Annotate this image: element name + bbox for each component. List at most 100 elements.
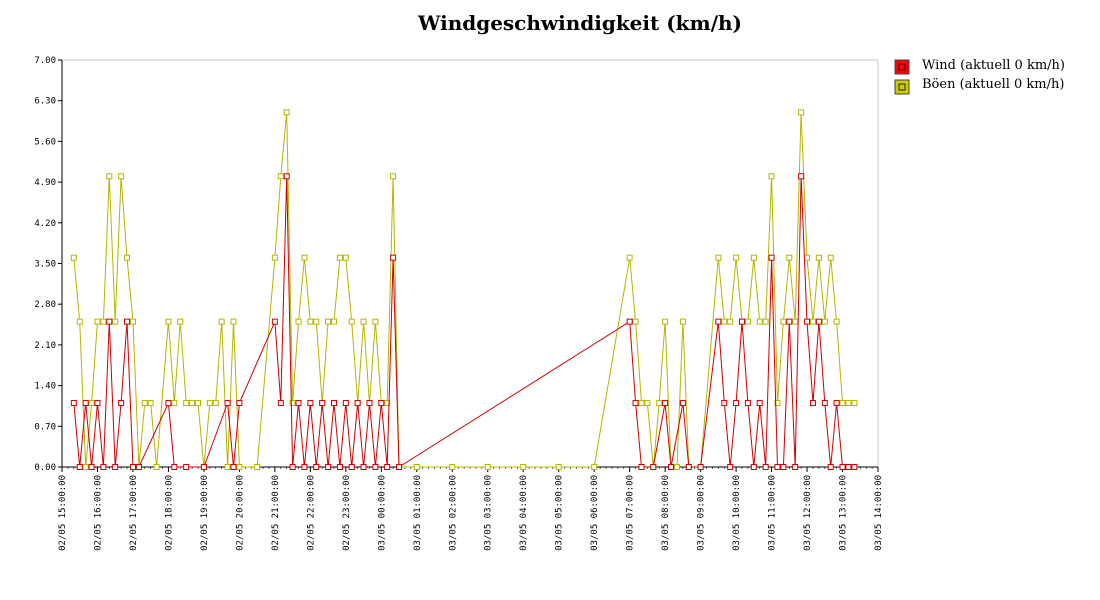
data-point-wind (342, 400, 349, 407)
data-point-wind (236, 400, 243, 407)
x-tick-label: 03/05 07:00:00 (626, 475, 636, 551)
data-point-wind (313, 464, 320, 470)
data-point-gusts (413, 464, 420, 470)
data-point-wind (762, 464, 769, 470)
x-tick-label: 02/05 17:00:00 (129, 475, 139, 551)
data-point-wind (396, 464, 403, 470)
data-point-wind (815, 318, 822, 325)
data-point-wind (336, 464, 343, 470)
x-tick-label: 03/05 02:00:00 (448, 475, 458, 551)
data-point-gusts (520, 464, 527, 470)
y-tick-label: 4.20 (34, 219, 56, 229)
data-point-gusts (118, 173, 125, 180)
data-point-wind (727, 464, 734, 470)
legend-item-wind: Wind (aktuell 0 km/h) (894, 58, 1065, 75)
data-point-wind (768, 254, 775, 261)
y-tick-label: 7.00 (34, 56, 56, 66)
legend-item-gusts: Böen (aktuell 0 km/h) (894, 77, 1064, 95)
x-tick-label: 03/05 06:00:00 (590, 475, 600, 551)
x-tick-label: 02/05 19:00:00 (200, 475, 210, 551)
data-point-gusts (189, 400, 196, 407)
data-point-wind (756, 400, 763, 407)
data-point-gusts (555, 464, 562, 470)
data-point-gusts (768, 173, 775, 180)
data-point-gusts (82, 464, 89, 470)
data-point-wind (804, 318, 811, 325)
chart-title: Windgeschwindigkeit (km/h) (417, 11, 742, 35)
data-point-gusts (662, 318, 669, 325)
x-tick-label: 02/05 23:00:00 (342, 475, 352, 551)
data-point-gusts (449, 464, 456, 470)
data-point-wind (76, 464, 83, 470)
x-tick-label: 02/05 15:00:00 (58, 475, 68, 551)
data-point-wind (685, 464, 692, 470)
data-point-gusts (809, 318, 816, 325)
data-point-gusts (845, 400, 852, 407)
data-point-wind (171, 464, 178, 470)
data-point-gusts (165, 318, 172, 325)
legend: Wind (aktuell 0 km/h) Böen (aktuell 0 km… (894, 58, 1065, 95)
data-point-gusts (236, 464, 243, 470)
data-point-gusts (786, 254, 793, 261)
x-tick-label: 03/05 05:00:00 (555, 475, 565, 551)
legend-label-wind: Wind (aktuell 0 km/h) (922, 58, 1065, 73)
data-point-gusts (289, 400, 296, 407)
data-point-gusts (780, 318, 787, 325)
y-tick-label: 4.90 (34, 178, 56, 188)
data-point-wind (833, 400, 840, 407)
data-point-gusts (762, 318, 769, 325)
data-point-gusts (679, 318, 686, 325)
x-axis: 02/05 15:00:00 02/05 16:00:00 02/05 17:00:… (58, 466, 884, 551)
data-point-gusts (348, 318, 355, 325)
data-point-wind (632, 400, 639, 407)
data-point-gusts (112, 318, 119, 325)
data-point-wind (809, 400, 816, 407)
data-point-wind (626, 318, 633, 325)
data-point-gusts (230, 318, 237, 325)
data-point-wind (295, 400, 302, 407)
data-point-gusts (183, 400, 190, 407)
data-point-gusts (384, 400, 391, 407)
data-point-wind (283, 173, 290, 180)
data-point-gusts (124, 254, 131, 261)
data-point-wind (697, 464, 704, 470)
data-point-gusts (141, 400, 148, 407)
legend-swatch-gusts (894, 79, 910, 95)
y-tick-label: 6.30 (34, 97, 56, 107)
data-point-gusts (171, 400, 178, 407)
data-point-gusts (277, 173, 284, 180)
data-point-wind (739, 318, 745, 325)
data-point-wind (733, 400, 740, 407)
data-point-gusts (212, 400, 219, 407)
data-point-wind (839, 464, 846, 470)
data-point-gusts (195, 400, 201, 407)
data-point-wind (792, 464, 799, 470)
x-tick-label: 03/05 10:00:00 (732, 475, 742, 551)
data-point-gusts (792, 318, 799, 325)
x-tick-label: 03/05 00:00:00 (377, 475, 387, 551)
data-point-wind (390, 254, 397, 261)
data-point-gusts (342, 254, 349, 261)
data-point-gusts (70, 254, 77, 261)
x-tick-label: 03/05 13:00:00 (839, 475, 849, 551)
data-point-gusts (390, 173, 397, 180)
data-point-gusts (484, 464, 491, 470)
data-point-gusts (372, 318, 379, 325)
data-point-wind (827, 464, 834, 470)
data-point-wind (638, 464, 645, 470)
data-point-wind (845, 464, 852, 470)
data-point-gusts (721, 318, 728, 325)
x-tick-label: 02/05 16:00:00 (93, 475, 103, 551)
x-tick-label: 02/05 22:00:00 (306, 475, 316, 551)
data-point-wind (319, 400, 326, 407)
data-point-gusts (76, 318, 83, 325)
data-point-wind (325, 464, 332, 470)
data-point-wind (378, 400, 385, 407)
data-point-wind (662, 400, 669, 407)
data-point-wind (821, 400, 828, 407)
data-point-gusts (360, 318, 367, 325)
data-point-wind (679, 400, 686, 407)
data-point-wind (129, 464, 136, 470)
data-point-wind (82, 400, 89, 407)
